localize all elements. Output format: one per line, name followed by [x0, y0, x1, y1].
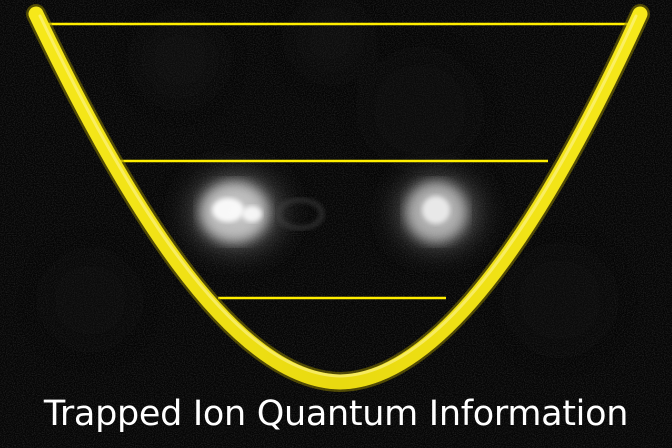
energy-levels: [40, 22, 632, 300]
potential-well-curve: [28, 6, 648, 390]
caption-title: Trapped Ion Quantum Information: [43, 394, 629, 434]
ion-right: [382, 162, 494, 262]
potential-well: [26, 4, 650, 393]
background-mottling: [45, 5, 610, 350]
potential-well-highlight: [38, 14, 638, 378]
ion-left: [174, 160, 324, 264]
